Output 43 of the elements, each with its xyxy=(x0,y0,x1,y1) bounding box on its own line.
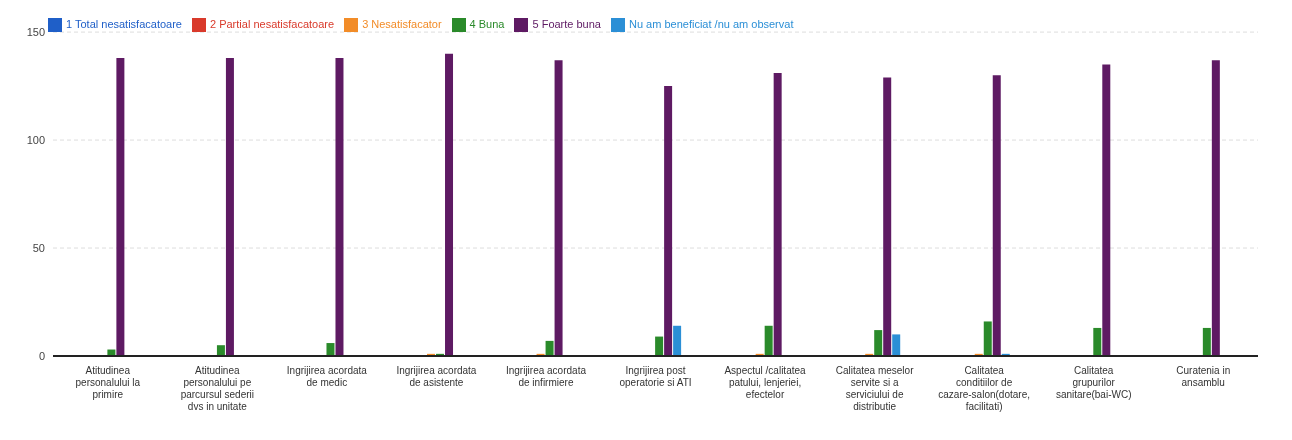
x-tick-label: Atitudinea personalului pe parcursul sederii dvs in unitate xyxy=(180,365,255,412)
x-tick-label: Calitatea grupurilor sanitare(bai-WC) xyxy=(1055,365,1132,400)
legend-label: Nu am beneficiat /nu am observat xyxy=(628,18,794,30)
bar xyxy=(655,336,664,356)
x-tick-label: Ingrijirea post operatorie si ATI xyxy=(619,365,692,388)
bar xyxy=(554,60,563,356)
bar xyxy=(883,77,892,356)
x-tick-label: Calitatea meselor servite si a serviciului de distributie xyxy=(835,365,915,412)
bar xyxy=(445,53,454,356)
bar xyxy=(874,330,883,356)
bar xyxy=(773,73,782,356)
x-tick-label: Curatenia in ansamblu xyxy=(1176,365,1231,388)
bar xyxy=(1102,64,1111,356)
bar xyxy=(326,343,335,356)
bar xyxy=(545,340,554,356)
y-tick-label: 100 xyxy=(26,133,45,146)
bar xyxy=(216,345,225,356)
x-tick-label: Ingrijirea acordata de infirmiere xyxy=(505,365,587,388)
y-tick-label: 50 xyxy=(32,241,45,254)
bar xyxy=(673,325,682,356)
bar xyxy=(225,58,234,356)
legend-label: 2 Partial nesatisfacatoare xyxy=(209,18,335,30)
legend-label: 4 Buna xyxy=(469,18,505,30)
bar xyxy=(764,325,773,356)
y-tick-label: 150 xyxy=(26,26,45,38)
bar xyxy=(1202,327,1211,356)
legend-label: 1 Total nesatisfacatoare xyxy=(66,18,182,30)
x-tick-label: Atitudinea personalului la primire xyxy=(75,365,141,400)
x-tick-label: Aspectul /calitatea patului, lenjeriei, efectelor xyxy=(724,365,807,400)
bar xyxy=(983,321,992,356)
bar xyxy=(892,334,901,356)
legend-label: 3 Nesatisfacator xyxy=(362,18,442,30)
y-tick-label: 0 xyxy=(38,349,45,362)
legend-label: 5 Foarte buna xyxy=(532,18,601,30)
x-tick-label: Ingrijirea acordata de asistente xyxy=(396,365,477,388)
x-tick-label: Ingrijirea acordata de medic xyxy=(286,365,368,388)
bar xyxy=(1211,60,1220,356)
bar xyxy=(1093,327,1102,356)
bar xyxy=(335,58,344,356)
x-tick-label: Calitatea conditiilor de cazare-salon(dotare, facilitati) xyxy=(938,365,1030,412)
bar xyxy=(664,86,673,356)
bar xyxy=(116,58,125,356)
bar xyxy=(992,75,1001,356)
